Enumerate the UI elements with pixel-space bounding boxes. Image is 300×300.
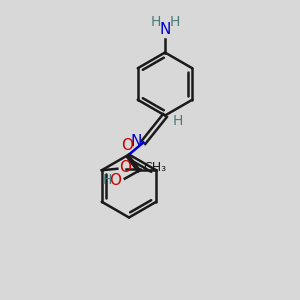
Text: H: H	[172, 114, 183, 128]
Text: O: O	[121, 138, 133, 153]
Text: N: N	[130, 134, 142, 148]
Text: H: H	[150, 15, 161, 29]
Text: H: H	[169, 15, 180, 29]
Text: CH₃: CH₃	[143, 161, 166, 174]
Text: O: O	[119, 160, 131, 175]
Text: N: N	[159, 22, 171, 38]
Text: O: O	[109, 172, 121, 188]
Text: H: H	[102, 173, 112, 187]
